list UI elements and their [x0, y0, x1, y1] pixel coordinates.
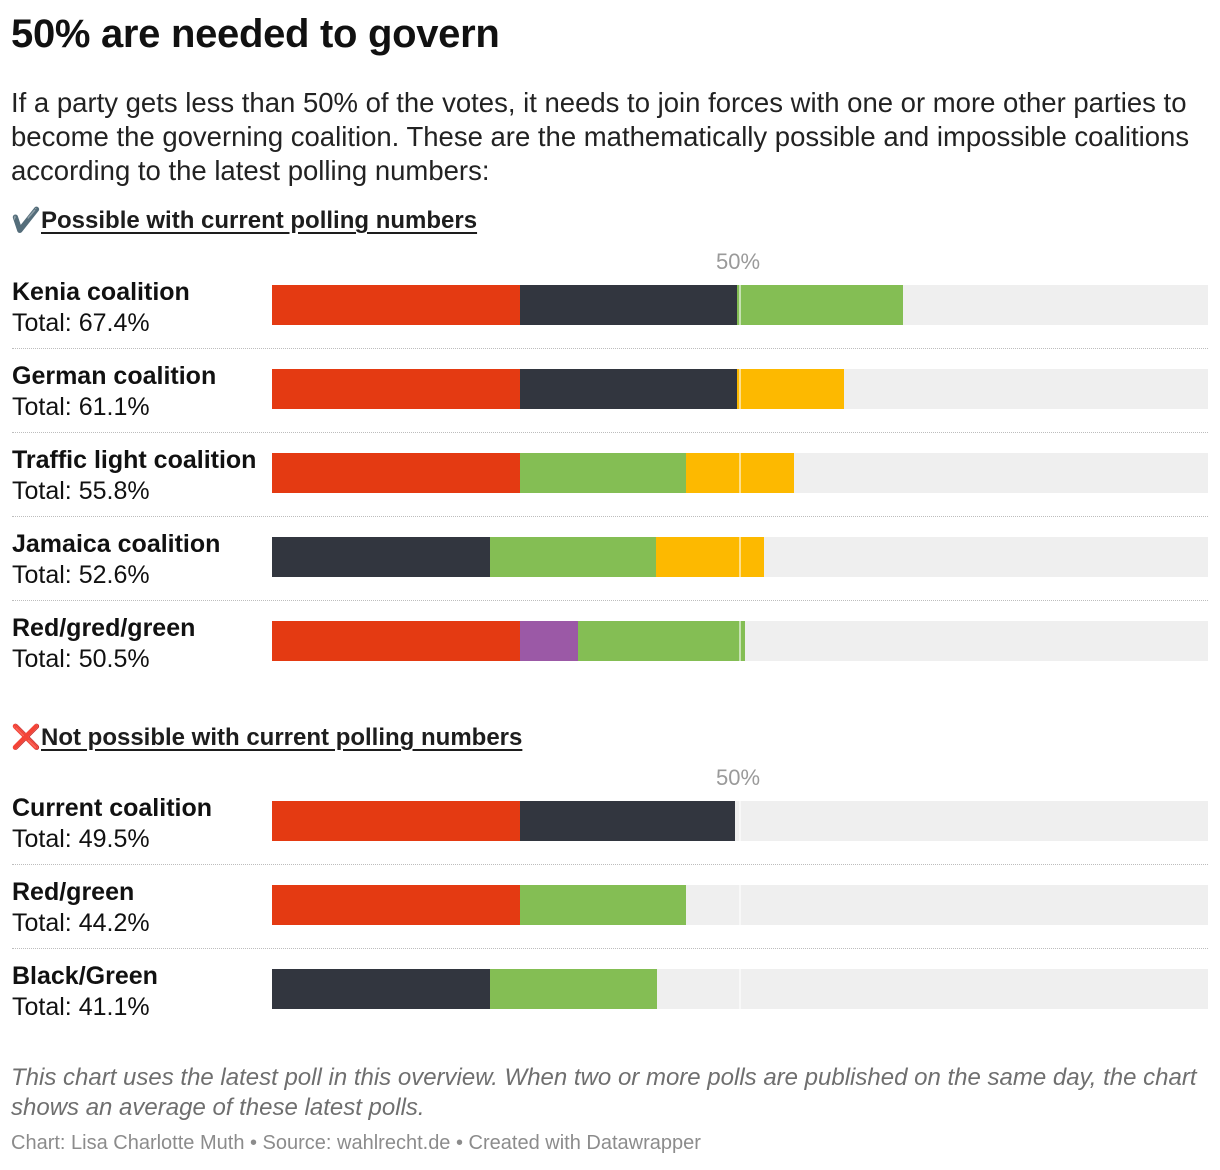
- bar-segment-yellow: [655, 537, 765, 577]
- bar-track: [272, 453, 1208, 493]
- bar-track: [272, 537, 1208, 577]
- chart-subtitle: If a party gets less than 50% of the vot…: [11, 87, 1190, 186]
- cross-icon: ❌: [11, 724, 41, 751]
- reference-line-50: [739, 885, 741, 925]
- coalition-total: Total: 50.5%: [12, 645, 150, 673]
- bar-segment-red: [272, 801, 521, 841]
- row-divider: [12, 600, 1208, 601]
- coalition-total: Total: 55.8%: [12, 477, 150, 505]
- bar-segment-green: [520, 453, 686, 493]
- coalition-row: Current coalition Total: 49.5%: [0, 793, 1220, 877]
- coalition-row: Red/green Total: 44.2%: [0, 877, 1220, 961]
- coalition-row: German coalition Total: 61.1%: [0, 361, 1220, 445]
- bar-segment-black: [520, 369, 738, 409]
- coalition-label: Red/green Total: 44.2%: [12, 877, 267, 939]
- bar-track: [272, 885, 1208, 925]
- bar-segment-green: [520, 885, 686, 925]
- bar-track: [272, 621, 1208, 661]
- bar-segment-black: [520, 801, 736, 841]
- row-divider: [12, 348, 1208, 349]
- coalition-total: Total: 67.4%: [12, 309, 150, 337]
- coalition-label: Black/Green Total: 41.1%: [12, 961, 267, 1023]
- bar-segment-red: [272, 453, 521, 493]
- bar-track: [272, 285, 1208, 325]
- coalition-row: Black/Green Total: 41.1%: [0, 961, 1220, 1045]
- coalition-name: Jamaica coalition: [12, 530, 221, 558]
- coalition-name: Current coalition: [12, 794, 213, 822]
- reference-label-possible: 50%: [716, 249, 761, 274]
- coalition-name: Red/green: [12, 878, 135, 906]
- bar-segment-red: [272, 369, 521, 409]
- bar-segment-red: [272, 621, 521, 661]
- bar-segment-green: [490, 969, 657, 1009]
- bar-track: [272, 369, 1208, 409]
- coalition-label: Red/gred/green Total: 50.5%: [12, 613, 267, 675]
- bar-segment-black: [520, 285, 738, 325]
- coalition-label: Traffic light coalition Total: 55.8%: [12, 445, 267, 507]
- bar-segment-black: [272, 537, 491, 577]
- coalition-label: Kenia coalition Total: 67.4%: [12, 277, 267, 339]
- chart-note: This chart uses the latest poll in this …: [11, 1064, 1197, 1121]
- coalition-name: Red/gred/green: [12, 614, 196, 642]
- checkmark-icon: ✔️: [11, 207, 41, 234]
- bar-segment-green: [490, 537, 656, 577]
- coalition-total: Total: 49.5%: [12, 825, 150, 853]
- coalition-total: Total: 61.1%: [12, 393, 150, 421]
- section-heading-not-possible: ❌Not possible with current polling numbe…: [11, 723, 522, 752]
- bar-segment-green: [578, 621, 745, 661]
- reference-line-50: [739, 537, 741, 577]
- chart-title: 50% are needed to govern: [11, 12, 500, 56]
- reference-line-50: [739, 801, 741, 841]
- section-heading-possible-text: Possible with current polling numbers: [41, 207, 478, 234]
- coalition-total: Total: 44.2%: [12, 909, 150, 937]
- bar-track: [272, 969, 1208, 1009]
- row-divider: [12, 864, 1208, 865]
- bar-segment-green: [737, 285, 903, 325]
- section-heading-possible: ✔️Possible with current polling numbers: [11, 206, 477, 235]
- bar-segment-black: [272, 969, 491, 1009]
- coalition-name: Black/Green: [12, 962, 158, 990]
- bar-track: [272, 801, 1208, 841]
- row-divider: [12, 432, 1208, 433]
- row-divider: [12, 948, 1208, 949]
- coalition-name: Kenia coalition: [12, 278, 190, 306]
- row-divider: [12, 516, 1208, 517]
- section-heading-not-possible-text: Not possible with current polling number…: [41, 724, 523, 751]
- coalition-row: Jamaica coalition Total: 52.6%: [0, 529, 1220, 613]
- coalition-label: Current coalition Total: 49.5%: [12, 793, 267, 855]
- chart-credit: Chart: Lisa Charlotte Muth • Source: wah…: [11, 1132, 701, 1154]
- bar-segment-red: [272, 285, 521, 325]
- reference-line-50: [739, 969, 741, 1009]
- reference-line-50: [739, 369, 741, 409]
- reference-line-50: [739, 621, 741, 661]
- coalition-row: Traffic light coalition Total: 55.8%: [0, 445, 1220, 529]
- reference-line-50: [739, 285, 741, 325]
- reference-line-50: [739, 453, 741, 493]
- coalition-row: Kenia coalition Total: 67.4%: [0, 277, 1220, 361]
- coalition-name: German coalition: [12, 362, 217, 390]
- coalition-total: Total: 52.6%: [12, 561, 150, 589]
- bar-segment-red: [272, 885, 521, 925]
- coalition-name: Traffic light coalition: [12, 446, 257, 474]
- coalition-label: German coalition Total: 61.1%: [12, 361, 267, 423]
- coalition-total: Total: 41.1%: [12, 993, 150, 1021]
- bar-segment-yellow: [737, 369, 844, 409]
- reference-label-not-possible: 50%: [716, 765, 761, 790]
- coalition-label: Jamaica coalition Total: 52.6%: [12, 529, 267, 591]
- coalition-row: Red/gred/green Total: 50.5%: [0, 613, 1220, 697]
- bar-segment-purple: [520, 621, 579, 661]
